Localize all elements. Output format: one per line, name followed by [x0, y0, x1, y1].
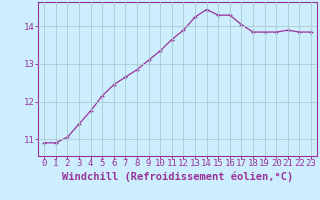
X-axis label: Windchill (Refroidissement éolien,°C): Windchill (Refroidissement éolien,°C)	[62, 171, 293, 182]
